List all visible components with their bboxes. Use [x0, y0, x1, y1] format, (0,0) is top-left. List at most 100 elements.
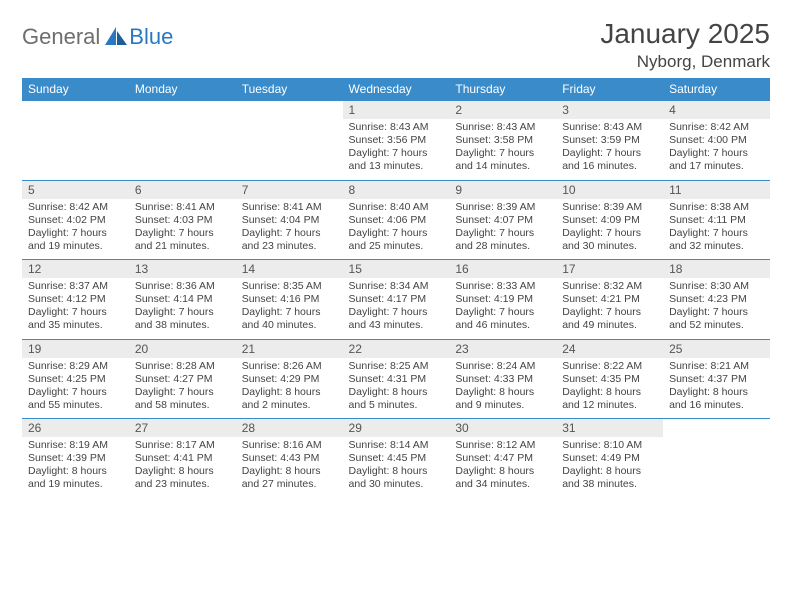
day-number: 4 [663, 101, 770, 119]
day-content: Sunrise: 8:41 AMSunset: 4:03 PMDaylight:… [129, 199, 236, 260]
day-content: Sunrise: 8:41 AMSunset: 4:04 PMDaylight:… [236, 199, 343, 260]
day-number: 5 [22, 181, 129, 199]
logo-text-general: General [22, 24, 100, 50]
day-cell [663, 419, 770, 498]
week-row: 5Sunrise: 8:42 AMSunset: 4:02 PMDaylight… [22, 180, 770, 260]
day-content: Sunrise: 8:38 AMSunset: 4:11 PMDaylight:… [663, 199, 770, 260]
day-content: Sunrise: 8:37 AMSunset: 4:12 PMDaylight:… [22, 278, 129, 339]
day-content: Sunrise: 8:22 AMSunset: 4:35 PMDaylight:… [556, 358, 663, 419]
day-cell: 22Sunrise: 8:25 AMSunset: 4:31 PMDayligh… [343, 339, 450, 419]
day-cell: 14Sunrise: 8:35 AMSunset: 4:16 PMDayligh… [236, 260, 343, 340]
day-cell: 8Sunrise: 8:40 AMSunset: 4:06 PMDaylight… [343, 180, 450, 260]
day-content: Sunrise: 8:35 AMSunset: 4:16 PMDaylight:… [236, 278, 343, 339]
day-cell: 6Sunrise: 8:41 AMSunset: 4:03 PMDaylight… [129, 180, 236, 260]
day-cell: 30Sunrise: 8:12 AMSunset: 4:47 PMDayligh… [449, 419, 556, 498]
day-content: Sunrise: 8:14 AMSunset: 4:45 PMDaylight:… [343, 437, 450, 498]
calendar-body: 1Sunrise: 8:43 AMSunset: 3:56 PMDaylight… [22, 101, 770, 498]
day-number: 27 [129, 419, 236, 437]
day-number: 25 [663, 340, 770, 358]
day-cell: 25Sunrise: 8:21 AMSunset: 4:37 PMDayligh… [663, 339, 770, 419]
day-cell: 29Sunrise: 8:14 AMSunset: 4:45 PMDayligh… [343, 419, 450, 498]
day-content: Sunrise: 8:43 AMSunset: 3:56 PMDaylight:… [343, 119, 450, 180]
day-number: 30 [449, 419, 556, 437]
day-content: Sunrise: 8:28 AMSunset: 4:27 PMDaylight:… [129, 358, 236, 419]
day-cell: 15Sunrise: 8:34 AMSunset: 4:17 PMDayligh… [343, 260, 450, 340]
day-cell: 17Sunrise: 8:32 AMSunset: 4:21 PMDayligh… [556, 260, 663, 340]
day-cell: 20Sunrise: 8:28 AMSunset: 4:27 PMDayligh… [129, 339, 236, 419]
day-cell: 9Sunrise: 8:39 AMSunset: 4:07 PMDaylight… [449, 180, 556, 260]
month-title: January 2025 [600, 18, 770, 50]
day-content: Sunrise: 8:24 AMSunset: 4:33 PMDaylight:… [449, 358, 556, 419]
day-number: 9 [449, 181, 556, 199]
day-header-row: SundayMondayTuesdayWednesdayThursdayFrid… [22, 78, 770, 101]
day-number: 10 [556, 181, 663, 199]
day-number: 6 [129, 181, 236, 199]
day-header: Wednesday [343, 78, 450, 101]
day-cell: 31Sunrise: 8:10 AMSunset: 4:49 PMDayligh… [556, 419, 663, 498]
day-content: Sunrise: 8:39 AMSunset: 4:09 PMDaylight:… [556, 199, 663, 260]
day-cell: 3Sunrise: 8:43 AMSunset: 3:59 PMDaylight… [556, 101, 663, 181]
day-content: Sunrise: 8:40 AMSunset: 4:06 PMDaylight:… [343, 199, 450, 260]
day-content: Sunrise: 8:34 AMSunset: 4:17 PMDaylight:… [343, 278, 450, 339]
day-number: 21 [236, 340, 343, 358]
day-number: 23 [449, 340, 556, 358]
day-cell: 27Sunrise: 8:17 AMSunset: 4:41 PMDayligh… [129, 419, 236, 498]
day-cell: 23Sunrise: 8:24 AMSunset: 4:33 PMDayligh… [449, 339, 556, 419]
day-content: Sunrise: 8:36 AMSunset: 4:14 PMDaylight:… [129, 278, 236, 339]
day-header: Tuesday [236, 78, 343, 101]
day-header: Thursday [449, 78, 556, 101]
day-content: Sunrise: 8:26 AMSunset: 4:29 PMDaylight:… [236, 358, 343, 419]
day-content: Sunrise: 8:43 AMSunset: 3:59 PMDaylight:… [556, 119, 663, 180]
week-row: 1Sunrise: 8:43 AMSunset: 3:56 PMDaylight… [22, 101, 770, 181]
day-cell: 1Sunrise: 8:43 AMSunset: 3:56 PMDaylight… [343, 101, 450, 181]
day-content: Sunrise: 8:12 AMSunset: 4:47 PMDaylight:… [449, 437, 556, 498]
logo-text-blue: Blue [129, 24, 173, 50]
day-number: 26 [22, 419, 129, 437]
logo-sail-icon [105, 27, 127, 45]
day-header: Sunday [22, 78, 129, 101]
day-number: 29 [343, 419, 450, 437]
day-content: Sunrise: 8:39 AMSunset: 4:07 PMDaylight:… [449, 199, 556, 260]
week-row: 26Sunrise: 8:19 AMSunset: 4:39 PMDayligh… [22, 419, 770, 498]
day-number: 22 [343, 340, 450, 358]
day-number: 15 [343, 260, 450, 278]
day-cell: 12Sunrise: 8:37 AMSunset: 4:12 PMDayligh… [22, 260, 129, 340]
day-content: Sunrise: 8:30 AMSunset: 4:23 PMDaylight:… [663, 278, 770, 339]
day-number: 1 [343, 101, 450, 119]
day-number: 19 [22, 340, 129, 358]
day-header: Friday [556, 78, 663, 101]
day-content: Sunrise: 8:25 AMSunset: 4:31 PMDaylight:… [343, 358, 450, 419]
day-content: Sunrise: 8:21 AMSunset: 4:37 PMDaylight:… [663, 358, 770, 419]
day-content: Sunrise: 8:33 AMSunset: 4:19 PMDaylight:… [449, 278, 556, 339]
day-number: 18 [663, 260, 770, 278]
day-content: Sunrise: 8:29 AMSunset: 4:25 PMDaylight:… [22, 358, 129, 419]
day-number: 31 [556, 419, 663, 437]
day-cell: 4Sunrise: 8:42 AMSunset: 4:00 PMDaylight… [663, 101, 770, 181]
day-content: Sunrise: 8:16 AMSunset: 4:43 PMDaylight:… [236, 437, 343, 498]
day-cell: 21Sunrise: 8:26 AMSunset: 4:29 PMDayligh… [236, 339, 343, 419]
day-cell: 11Sunrise: 8:38 AMSunset: 4:11 PMDayligh… [663, 180, 770, 260]
day-cell [129, 101, 236, 181]
day-number: 24 [556, 340, 663, 358]
day-number: 8 [343, 181, 450, 199]
day-cell: 5Sunrise: 8:42 AMSunset: 4:02 PMDaylight… [22, 180, 129, 260]
day-number: 12 [22, 260, 129, 278]
calendar-table: SundayMondayTuesdayWednesdayThursdayFrid… [22, 78, 770, 498]
day-cell: 28Sunrise: 8:16 AMSunset: 4:43 PMDayligh… [236, 419, 343, 498]
day-number: 3 [556, 101, 663, 119]
day-cell: 18Sunrise: 8:30 AMSunset: 4:23 PMDayligh… [663, 260, 770, 340]
day-cell: 10Sunrise: 8:39 AMSunset: 4:09 PMDayligh… [556, 180, 663, 260]
day-content: Sunrise: 8:42 AMSunset: 4:00 PMDaylight:… [663, 119, 770, 180]
day-number: 2 [449, 101, 556, 119]
day-number: 11 [663, 181, 770, 199]
day-number: 14 [236, 260, 343, 278]
day-number: 20 [129, 340, 236, 358]
day-cell: 19Sunrise: 8:29 AMSunset: 4:25 PMDayligh… [22, 339, 129, 419]
day-number: 7 [236, 181, 343, 199]
day-cell: 7Sunrise: 8:41 AMSunset: 4:04 PMDaylight… [236, 180, 343, 260]
week-row: 19Sunrise: 8:29 AMSunset: 4:25 PMDayligh… [22, 339, 770, 419]
day-content: Sunrise: 8:42 AMSunset: 4:02 PMDaylight:… [22, 199, 129, 260]
day-number: 17 [556, 260, 663, 278]
day-content: Sunrise: 8:17 AMSunset: 4:41 PMDaylight:… [129, 437, 236, 498]
day-number: 28 [236, 419, 343, 437]
